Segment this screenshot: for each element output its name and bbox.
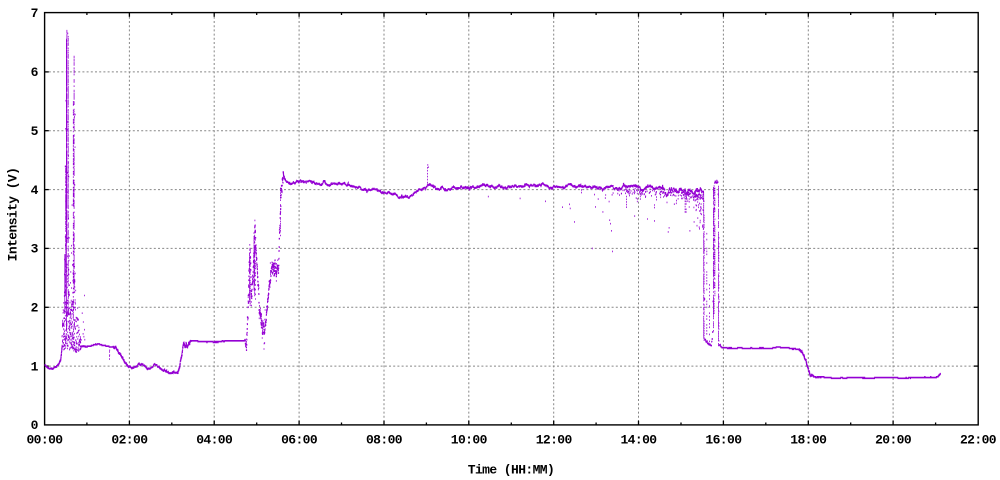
svg-text:06:00: 06:00 bbox=[281, 432, 318, 447]
svg-text:7: 7 bbox=[31, 6, 38, 21]
svg-text:20:00: 20:00 bbox=[875, 432, 912, 447]
svg-text:6: 6 bbox=[31, 65, 39, 80]
svg-text:00:00: 00:00 bbox=[26, 432, 63, 447]
svg-text:04:00: 04:00 bbox=[196, 432, 233, 447]
svg-text:5: 5 bbox=[31, 124, 39, 139]
svg-text:14:00: 14:00 bbox=[620, 432, 657, 447]
svg-text:08:00: 08:00 bbox=[366, 432, 403, 447]
svg-text:0: 0 bbox=[31, 418, 39, 433]
svg-text:12:00: 12:00 bbox=[536, 432, 573, 447]
svg-text:10:00: 10:00 bbox=[451, 432, 488, 447]
svg-text:2: 2 bbox=[31, 301, 39, 316]
svg-text:Time (HH:MM): Time (HH:MM) bbox=[468, 463, 554, 478]
svg-text:22:00: 22:00 bbox=[960, 432, 997, 447]
svg-text:Intensity (V): Intensity (V) bbox=[5, 168, 20, 262]
svg-text:3: 3 bbox=[31, 242, 39, 257]
svg-text:4: 4 bbox=[31, 183, 39, 198]
svg-text:02:00: 02:00 bbox=[111, 432, 148, 447]
svg-text:16:00: 16:00 bbox=[705, 432, 742, 447]
svg-text:1: 1 bbox=[31, 359, 39, 374]
svg-text:18:00: 18:00 bbox=[790, 432, 827, 447]
